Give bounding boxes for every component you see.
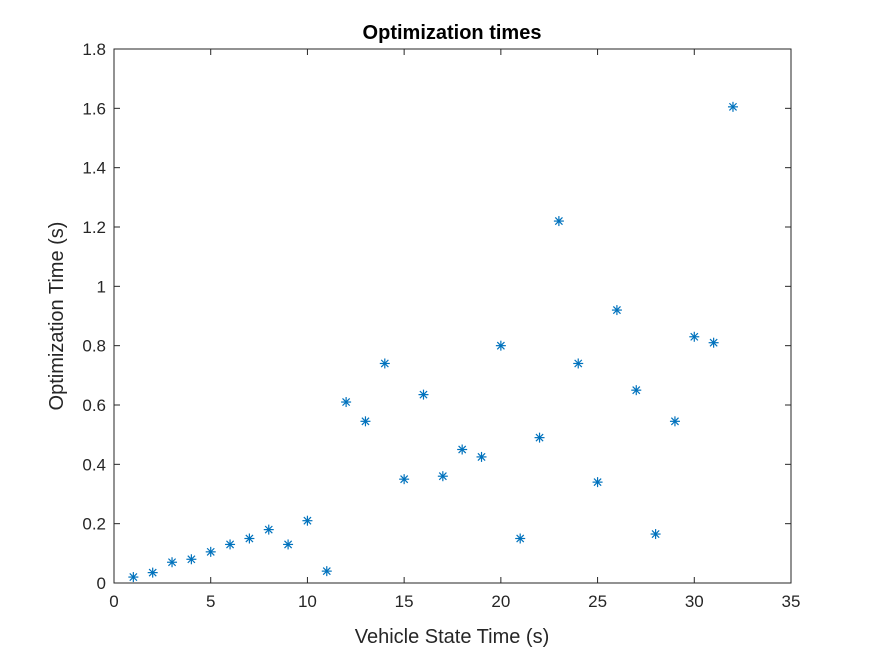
data-point [573, 358, 584, 369]
y-tick-label: 0.2 [82, 515, 106, 534]
data-point [186, 554, 197, 565]
x-tick-label: 35 [782, 592, 801, 611]
data-point [263, 524, 274, 535]
data-point [476, 451, 487, 462]
y-axis-label: Optimization Time (s) [46, 222, 68, 411]
y-tick-label: 0 [97, 574, 106, 593]
data-point [515, 533, 526, 544]
data-point [495, 340, 506, 351]
data-point [167, 557, 178, 568]
data-point [360, 416, 371, 427]
x-tick-label: 25 [588, 592, 607, 611]
chart-title: Optimization times [363, 22, 542, 44]
data-point [399, 474, 410, 485]
data-point [205, 546, 216, 557]
x-axis: 0 5 10 15 20 25 30 35 [109, 49, 800, 611]
x-tick-label: 10 [298, 592, 317, 611]
y-tick-label: 1.8 [82, 40, 106, 59]
x-tick-label: 0 [109, 592, 118, 611]
data-point [418, 389, 429, 400]
data-point [457, 444, 468, 455]
data-point [244, 533, 255, 544]
data-point [669, 416, 680, 427]
data-point [283, 539, 294, 550]
data-point [689, 331, 700, 342]
y-tick-label: 1.2 [82, 218, 106, 237]
y-axis: 0 0.2 0.4 0.6 0.8 1 1.2 1.4 1.6 1.8 [82, 40, 791, 593]
x-tick-label: 15 [395, 592, 414, 611]
y-tick-label: 1 [97, 277, 106, 296]
x-tick-label: 20 [491, 592, 510, 611]
data-point [379, 358, 390, 369]
data-series [128, 101, 738, 583]
data-point [650, 529, 661, 540]
y-tick-label: 0.8 [82, 337, 106, 356]
data-point [553, 216, 564, 227]
y-tick-label: 1.4 [82, 159, 106, 178]
data-point [534, 432, 545, 443]
x-tick-label: 30 [685, 592, 704, 611]
y-tick-label: 1.6 [82, 99, 106, 118]
data-point [611, 305, 622, 316]
data-point [147, 567, 158, 578]
data-point [592, 477, 603, 488]
data-point [341, 397, 352, 408]
data-point [708, 337, 719, 348]
plot-area [113, 48, 792, 584]
data-point [128, 572, 139, 583]
data-point [321, 566, 332, 577]
data-point [437, 471, 448, 482]
x-tick-label: 5 [206, 592, 215, 611]
data-point [302, 515, 313, 526]
y-tick-label: 0.4 [82, 455, 106, 474]
y-tick-label: 0.6 [82, 396, 106, 415]
data-point [727, 101, 738, 112]
x-axis-label: Vehicle State Time (s) [355, 626, 550, 648]
data-point [631, 385, 642, 396]
data-point [225, 539, 236, 550]
